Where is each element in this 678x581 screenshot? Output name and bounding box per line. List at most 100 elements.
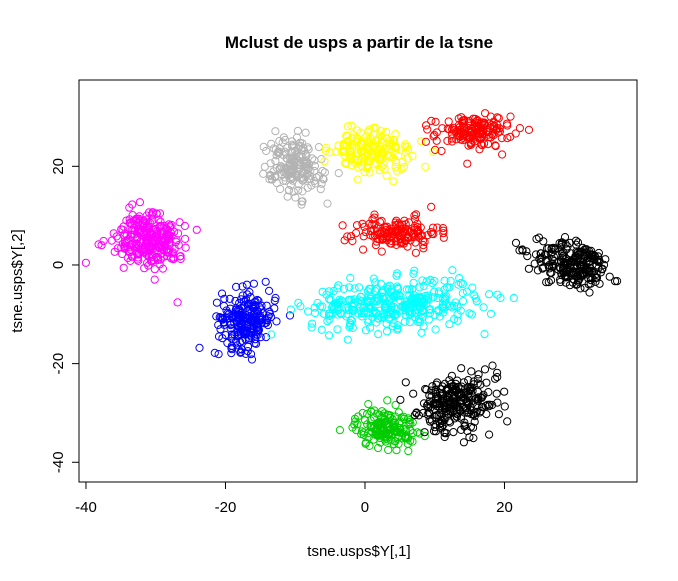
data-point (518, 245, 527, 254)
data-point (316, 185, 325, 194)
data-point (452, 412, 461, 421)
data-point (238, 282, 247, 291)
data-point (414, 227, 423, 236)
data-point (365, 125, 374, 134)
data-point (450, 301, 459, 310)
data-point (536, 258, 545, 267)
data-point (291, 193, 300, 202)
data-point (522, 247, 531, 256)
data-point (405, 290, 414, 300)
data-point (343, 132, 352, 141)
data-point (359, 232, 368, 241)
data-point (361, 326, 370, 335)
data-point (382, 171, 391, 180)
data-point (470, 417, 479, 426)
data-point (378, 147, 387, 156)
data-point (252, 339, 261, 348)
data-point (485, 400, 494, 409)
data-point (577, 262, 586, 272)
data-point (377, 216, 386, 225)
data-point (479, 390, 488, 399)
data-point (466, 402, 475, 411)
data-point (306, 166, 315, 175)
data-point (343, 335, 352, 344)
data-point (333, 325, 342, 334)
data-point (430, 287, 439, 296)
data-point (383, 228, 392, 238)
data-point (334, 141, 343, 150)
data-point (362, 296, 371, 305)
data-point (422, 299, 431, 309)
data-point (329, 287, 338, 296)
data-point (246, 350, 256, 359)
data-point (310, 303, 319, 312)
data-point (454, 280, 463, 289)
data-point (348, 236, 357, 246)
data-point (417, 137, 426, 146)
data-point (242, 280, 251, 289)
data-point (394, 152, 403, 161)
data-point (542, 278, 551, 287)
data-point (246, 293, 255, 302)
data-point (431, 385, 440, 395)
data-point (325, 331, 334, 340)
data-point (428, 279, 437, 288)
data-point (408, 151, 417, 160)
data-point (393, 324, 402, 333)
data-point (346, 273, 355, 283)
data-point (549, 261, 558, 270)
data-point (412, 210, 421, 219)
data-point (404, 414, 413, 423)
data-point (465, 433, 474, 442)
data-point (439, 226, 448, 235)
data-point (445, 320, 454, 329)
data-point (584, 274, 593, 283)
data-point (377, 247, 386, 256)
data-point (375, 410, 384, 419)
data-point (482, 378, 491, 387)
data-point (576, 271, 585, 280)
data-point (374, 230, 383, 239)
data-point (81, 258, 91, 267)
data-point (423, 291, 433, 300)
data-point (594, 248, 604, 258)
data-point (263, 316, 272, 325)
data-point (153, 234, 162, 244)
data-point (99, 236, 108, 246)
data-point (482, 410, 491, 419)
data-point (473, 374, 482, 384)
data-point (110, 247, 119, 256)
data-point (261, 277, 270, 286)
data-point (254, 296, 263, 305)
data-point (251, 335, 260, 344)
data-point (453, 316, 462, 325)
data-point (301, 163, 311, 172)
data-point (419, 281, 428, 291)
data-point (524, 125, 534, 134)
data-point (222, 306, 231, 315)
y-tick-label: -20 (50, 353, 67, 375)
data-point (369, 274, 378, 283)
data-point (442, 292, 451, 301)
data-point (396, 225, 405, 234)
data-point (401, 140, 410, 149)
data-point (286, 181, 295, 190)
data-point (271, 145, 280, 154)
data-point (340, 236, 349, 245)
data-point (153, 255, 162, 265)
data-point (409, 269, 418, 278)
data-point (396, 234, 405, 243)
data-point (285, 186, 294, 195)
data-point (285, 311, 295, 320)
data-point (428, 223, 438, 232)
data-point (226, 304, 235, 313)
data-point (272, 317, 281, 326)
cluster-8 (267, 266, 518, 344)
data-point (286, 169, 296, 178)
data-point (372, 146, 381, 156)
data-point (304, 145, 313, 154)
data-point (131, 239, 140, 248)
data-point (410, 266, 419, 275)
data-point (349, 306, 358, 315)
data-point (163, 248, 172, 257)
